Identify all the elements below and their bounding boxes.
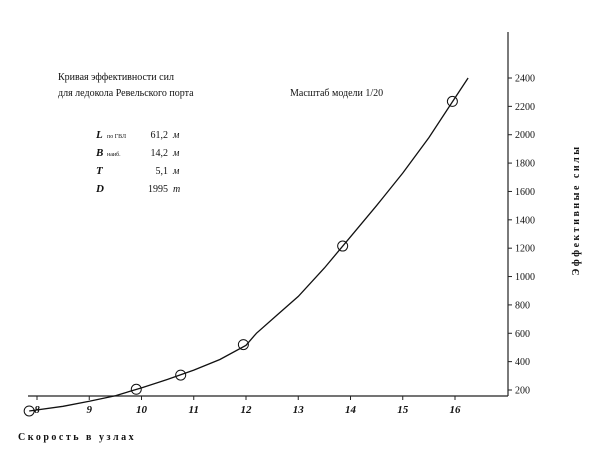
param-symbol: L (95, 129, 103, 141)
data-point-marker (23, 405, 35, 417)
param-symbol: B (95, 147, 103, 159)
scale-note: Масштаб модели 1/20 (290, 88, 383, 99)
chart-title-line-1: Кривая эффективности сил (58, 72, 174, 83)
data-point-marker (130, 383, 142, 395)
y-tick-label: 1000 (515, 272, 535, 283)
y-tick-label: 1400 (515, 215, 535, 226)
x-tick-label: 10 (136, 404, 148, 416)
y-tick-label: 1800 (515, 159, 535, 170)
y-tick-label: 800 (515, 300, 530, 311)
y-axis-label: Эффективные силы (571, 144, 582, 275)
param-subscript: наиб. (107, 151, 121, 158)
y-tick-label: 2400 (515, 74, 535, 85)
y-axis-ticks: 200 400 600 800 1000 1200 1400 1600 1800 2000 2200… (508, 74, 535, 397)
param-value: 61,2 (151, 130, 169, 141)
param-symbol: T (96, 165, 104, 177)
data-markers (23, 95, 458, 417)
y-tick-label: 2200 (515, 102, 535, 113)
y-tick-label: 200 (515, 386, 530, 397)
x-tick-label: 12 (241, 404, 253, 416)
param-value: 5,1 (156, 166, 169, 177)
chart-title-line-2: для ледокола Ревельского порта (58, 88, 194, 99)
x-tick-label: 13 (293, 404, 305, 416)
data-point-marker (175, 369, 187, 381)
data-point-marker (446, 95, 458, 107)
y-tick-label: 400 (515, 357, 530, 368)
x-tick-label: 9 (87, 404, 93, 416)
param-value: 14,2 (151, 148, 169, 159)
x-tick-label: 15 (397, 404, 409, 416)
y-tick-label: 600 (515, 329, 530, 340)
param-unit: т (173, 184, 180, 195)
series-curve (29, 77, 469, 412)
param-unit: м (172, 148, 180, 159)
param-subscript: по ГВЛ (107, 134, 126, 140)
y-tick-label: 1200 (515, 244, 535, 255)
data-point-marker (237, 339, 249, 351)
param-value: 1995 (148, 184, 168, 195)
param-unit: м (172, 130, 180, 141)
x-tick-label: 14 (345, 404, 357, 416)
param-unit: м (172, 166, 180, 177)
y-tick-label: 1600 (515, 187, 535, 198)
x-axis-label: Скорость в узлах (18, 432, 136, 443)
x-tick-label: 11 (189, 404, 199, 416)
x-tick-label: 16 (450, 404, 462, 416)
param-symbol: D (95, 183, 104, 195)
data-point-marker (337, 240, 349, 252)
y-tick-label: 2000 (515, 130, 535, 141)
